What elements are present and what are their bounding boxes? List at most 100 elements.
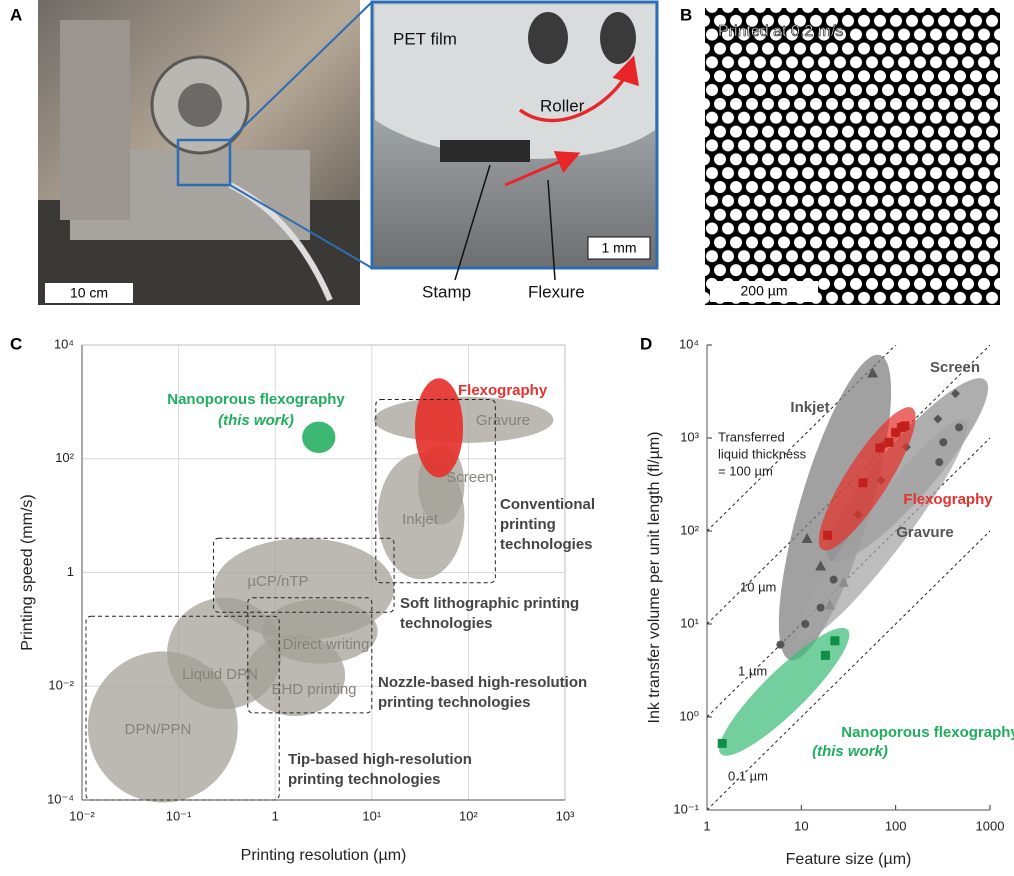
- region-label: Gravure: [896, 524, 954, 541]
- region-label: Gravure: [476, 412, 530, 429]
- point: [776, 640, 785, 649]
- region: [719, 627, 850, 756]
- point: [823, 530, 833, 540]
- x-tick-label: 10¹: [362, 808, 381, 823]
- group-label: printing technologies: [378, 694, 531, 711]
- x-tick-label: 10²: [459, 808, 478, 823]
- panel-letter: A: [10, 5, 22, 24]
- region-note: (this work): [812, 743, 888, 760]
- region-label: Direct writing: [283, 636, 370, 653]
- scale-label: 200 µm: [741, 283, 788, 299]
- scale-bar: [45, 283, 133, 303]
- y-tick-label: 10⁻¹: [673, 801, 699, 816]
- photo-label: Roller: [540, 96, 585, 115]
- thickness-label: 10 µm: [740, 579, 776, 594]
- y-tick-label: 10²: [55, 450, 74, 465]
- inset-screw: [528, 12, 568, 64]
- point: [891, 427, 901, 437]
- x-tick-label: 1: [703, 818, 710, 833]
- y-tick-label: 1: [67, 564, 74, 579]
- group-label: technologies: [400, 615, 493, 632]
- region: [213, 538, 395, 640]
- group-label: printing: [500, 516, 556, 533]
- group-box: [247, 597, 373, 714]
- thickness-label: 0.1 µm: [728, 768, 768, 783]
- group-label: printing technologies: [288, 771, 441, 788]
- scale-bar: [710, 281, 818, 302]
- x-axis-title: Feature size (µm): [786, 851, 912, 868]
- x-tick-label: 10³: [556, 808, 575, 823]
- inset-roller: [375, 5, 655, 159]
- y-tick-label: 10⁻²: [48, 678, 74, 693]
- region-label: µCP/nTP: [247, 573, 308, 590]
- point: [829, 575, 838, 584]
- photo-label: Flexure: [528, 282, 585, 301]
- move-arrow: [504, 151, 581, 187]
- callout: [547, 179, 556, 281]
- panel-a: A 10 cm PET film Roller 1 mm Stamp Flexu…: [10, 0, 659, 305]
- micrograph: [705, 8, 1000, 305]
- point: [717, 738, 727, 748]
- point: [900, 421, 910, 431]
- thickness-label: liquid thickness: [718, 446, 807, 461]
- point: [950, 389, 960, 399]
- point: [939, 438, 948, 447]
- region-label: DPN/PPN: [125, 721, 192, 738]
- zoom-box: [176, 138, 232, 187]
- thickness-label: Transferred: [718, 429, 785, 444]
- region: [302, 421, 336, 454]
- thickness-label: = 100 µm: [718, 463, 773, 478]
- point: [884, 437, 894, 447]
- group-box: [85, 615, 280, 801]
- point: [875, 443, 885, 453]
- group-label: Conventional: [500, 496, 595, 513]
- region-label: Liquid DPN: [182, 666, 258, 683]
- point: [815, 560, 827, 571]
- panel-letter: C: [10, 334, 22, 353]
- y-tick-label: 10³: [680, 429, 699, 444]
- group-label: technologies: [500, 536, 593, 553]
- plot-area: [707, 345, 990, 810]
- point: [801, 620, 810, 628]
- region-label: Screen: [446, 469, 494, 486]
- region-label: Inkjet: [402, 511, 439, 528]
- region: [414, 378, 464, 478]
- point: [867, 367, 879, 378]
- x-tick-label: 1000: [976, 818, 1005, 833]
- photo-label: PET film: [393, 29, 457, 48]
- photo-block: [60, 20, 130, 220]
- y-axis-title: Ink transfer volume per unit length (fl/…: [646, 432, 663, 724]
- region-label: Nanoporous flexography: [167, 391, 345, 408]
- x-axis-title: Printing resolution (µm): [241, 847, 407, 864]
- photo-label: Stamp: [422, 282, 471, 301]
- y-tick-label: 10²: [680, 522, 699, 537]
- panel-letter: D: [640, 334, 652, 353]
- point: [935, 458, 944, 467]
- region-label: Screen: [930, 359, 980, 376]
- point: [820, 650, 830, 660]
- panel-b: B Printed at 0.2 m/s 200 µm: [680, 5, 1000, 305]
- y-axis-title: Printing speed (mm/s): [19, 494, 36, 651]
- thickness-label: 1 µm: [738, 663, 767, 678]
- group-label: Soft lithographic printing: [400, 595, 579, 612]
- group-box: [375, 399, 496, 584]
- x-tick-label: 10⁻¹: [166, 808, 192, 823]
- zoom-line: [229, 1, 373, 141]
- region-label: Nanoporous flexography: [841, 724, 1014, 741]
- y-tick-label: 10⁴: [54, 336, 74, 351]
- y-tick-label: 10⁻⁴: [47, 791, 74, 806]
- x-tick-label: 1: [272, 808, 279, 823]
- region-label: Flexography: [458, 382, 548, 399]
- x-tick-label: 10: [794, 818, 808, 833]
- callout: [454, 164, 491, 281]
- zoom-line: [229, 184, 373, 269]
- roll-arrow: [518, 55, 639, 123]
- point: [955, 423, 964, 432]
- point: [858, 478, 868, 488]
- region-label: Flexography: [903, 491, 993, 508]
- point: [933, 414, 943, 424]
- region-note: (this work): [218, 412, 294, 429]
- point: [830, 636, 840, 646]
- region-label: Inkjet: [790, 399, 829, 416]
